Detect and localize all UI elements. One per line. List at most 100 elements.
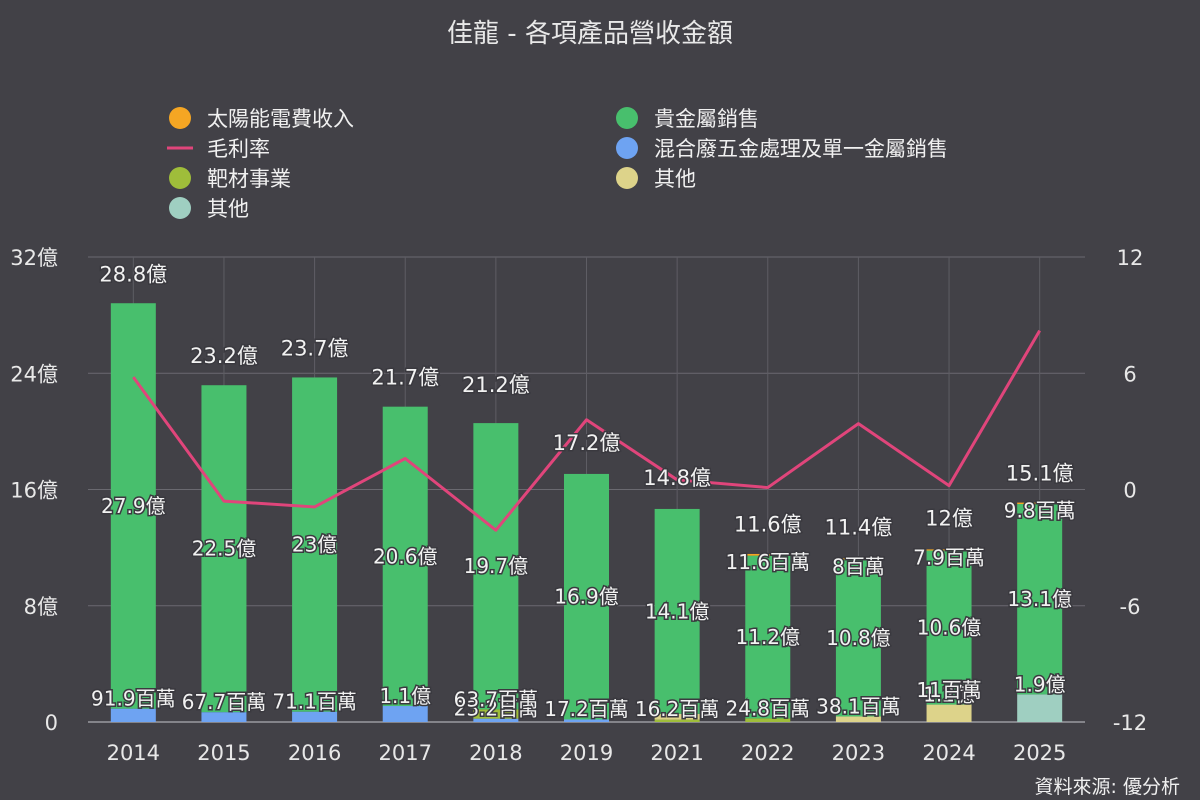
segment-label: 22.5億 bbox=[192, 537, 257, 561]
legend-marker bbox=[169, 107, 191, 129]
total-label: 21.7億 bbox=[371, 366, 439, 390]
bar-segment bbox=[654, 713, 700, 720]
total-label: 12億 bbox=[925, 507, 973, 531]
y-tick-label-left: 16億 bbox=[10, 479, 58, 503]
segment-label: 11百萬 bbox=[916, 678, 981, 702]
x-tick-label: 2025 bbox=[1013, 741, 1066, 765]
x-tick-label: 2024 bbox=[922, 741, 975, 765]
margin-line bbox=[132, 329, 1041, 532]
bar-segment bbox=[926, 704, 972, 722]
y-tick-label-right: 6 bbox=[1123, 362, 1136, 386]
segment-label: 1.9億 bbox=[1014, 672, 1066, 696]
y-tick-label-left: 8億 bbox=[24, 595, 58, 619]
y-tick-label-left: 24億 bbox=[10, 362, 58, 386]
x-tick-label: 2022 bbox=[741, 741, 794, 765]
bar-segment bbox=[926, 549, 972, 551]
total-label: 11.4億 bbox=[825, 515, 893, 539]
bar-segment bbox=[382, 706, 428, 722]
data-labels: 91.9百萬 27.9億 67.7百萬 22.5億 71.1百萬 23億 1.1億 20.6億… bbox=[90, 261, 1078, 723]
total-label: 14.8億 bbox=[643, 466, 711, 490]
x-tick-label: 2017 bbox=[379, 741, 432, 765]
bar-segment bbox=[564, 473, 609, 720]
x-tick-label: 2014 bbox=[107, 741, 160, 765]
segment-label: 27.9億 bbox=[101, 494, 166, 518]
y-tick-label-right: -12 bbox=[1113, 711, 1147, 735]
y-tick-label-left: 0 bbox=[45, 711, 58, 735]
segment-label: 20.6億 bbox=[373, 544, 438, 568]
x-tick-label: 2023 bbox=[832, 741, 885, 765]
segment-label: 11.2億 bbox=[736, 625, 801, 649]
legend-label: 靶材事業 bbox=[207, 167, 291, 191]
legend-label: 太陽能電費收入 bbox=[207, 107, 354, 131]
chart-title: 佳龍 - 各項產品營收金額 bbox=[447, 19, 733, 49]
y-tick-label-right: 0 bbox=[1123, 479, 1136, 503]
bars bbox=[110, 303, 1063, 722]
legend-label: 毛利率 bbox=[207, 137, 270, 161]
segment-label: 24.8百萬 bbox=[726, 696, 811, 720]
x-tick-label: 2016 bbox=[288, 741, 341, 765]
bar-segment bbox=[835, 558, 881, 560]
legend-marker bbox=[616, 137, 638, 159]
segment-label: 9.8百萬 bbox=[1004, 499, 1076, 523]
bar-segment bbox=[201, 712, 247, 722]
bar-segment bbox=[110, 303, 156, 709]
source-note: 資料來源: 優分析 bbox=[1035, 776, 1180, 798]
y-tick-label-left: 32億 bbox=[10, 246, 58, 270]
legend-marker bbox=[616, 167, 638, 189]
bar-segment bbox=[473, 718, 519, 722]
segment-label: 23.2百萬 bbox=[454, 697, 539, 721]
bar-segment bbox=[835, 716, 881, 722]
total-label: 28.8億 bbox=[99, 263, 167, 287]
segment-label: 16.9億 bbox=[554, 585, 619, 609]
x-tick-label: 2018 bbox=[469, 741, 522, 765]
bar-segment bbox=[564, 719, 609, 722]
bar-segment bbox=[926, 550, 972, 705]
legend-label: 其他 bbox=[207, 197, 249, 221]
bar-segment bbox=[745, 553, 791, 556]
segment-label: 14.1億 bbox=[645, 599, 710, 623]
segment-label: 1.1億 bbox=[379, 684, 431, 708]
total-label: 23.2億 bbox=[190, 344, 258, 368]
legend-label: 貴金屬銷售 bbox=[654, 107, 759, 131]
bar-segment bbox=[1017, 504, 1063, 695]
legend-marker bbox=[169, 197, 191, 219]
bar-segment bbox=[292, 711, 338, 722]
segment-label: 91.9百萬 bbox=[91, 687, 176, 711]
y-axis-left: 0 8億 16億 24億 32億 bbox=[10, 246, 58, 735]
bar-segment bbox=[745, 718, 791, 722]
legend-label: 其他 bbox=[654, 167, 696, 191]
segment-label: 10.6億 bbox=[917, 616, 982, 640]
segment-label: 13.1億 bbox=[1007, 587, 1072, 611]
segment-label: 63.7百萬 bbox=[454, 687, 539, 711]
segment-label: 19.7億 bbox=[464, 554, 529, 578]
segment-label: 7.9百萬 bbox=[913, 545, 985, 569]
bar-segment bbox=[654, 719, 700, 722]
bar-segment bbox=[201, 385, 247, 713]
y-tick-label-right: 12 bbox=[1117, 246, 1144, 270]
segment-label: 67.7百萬 bbox=[182, 690, 267, 714]
legend-label: 混合廢五金處理及單一金屬銷售 bbox=[654, 137, 948, 161]
margin-line-path bbox=[132, 329, 1041, 532]
segment-label: 38.1百萬 bbox=[816, 694, 901, 718]
segment-label: 11.6百萬 bbox=[726, 550, 811, 574]
x-tick-label: 2019 bbox=[560, 741, 613, 765]
x-tick-label: 2015 bbox=[197, 741, 250, 765]
total-label: 17.2億 bbox=[553, 431, 621, 455]
bar-segment bbox=[745, 555, 791, 719]
segment-label: 10.8億 bbox=[826, 626, 891, 650]
bar-segment bbox=[473, 709, 519, 719]
segment-label: 1.2億 bbox=[923, 683, 975, 707]
y-tick-label-right: -6 bbox=[1120, 595, 1141, 619]
segment-label: 71.1百萬 bbox=[272, 690, 357, 714]
segment-label: 8百萬 bbox=[832, 554, 885, 578]
x-axis: 2014 2015 2016 2017 2018 2019 2021 2022 2023 2024… bbox=[107, 741, 1067, 765]
bar-segment bbox=[1017, 694, 1063, 722]
bar-segment bbox=[473, 423, 519, 710]
y-axis-right: -12 -6 0 6 12 bbox=[1113, 246, 1147, 735]
bar-segment bbox=[110, 708, 156, 722]
segment-label: 16.2百萬 bbox=[635, 697, 720, 721]
bar-segment bbox=[382, 406, 428, 707]
bar-segment bbox=[835, 559, 881, 717]
bar-segment bbox=[1017, 502, 1063, 505]
